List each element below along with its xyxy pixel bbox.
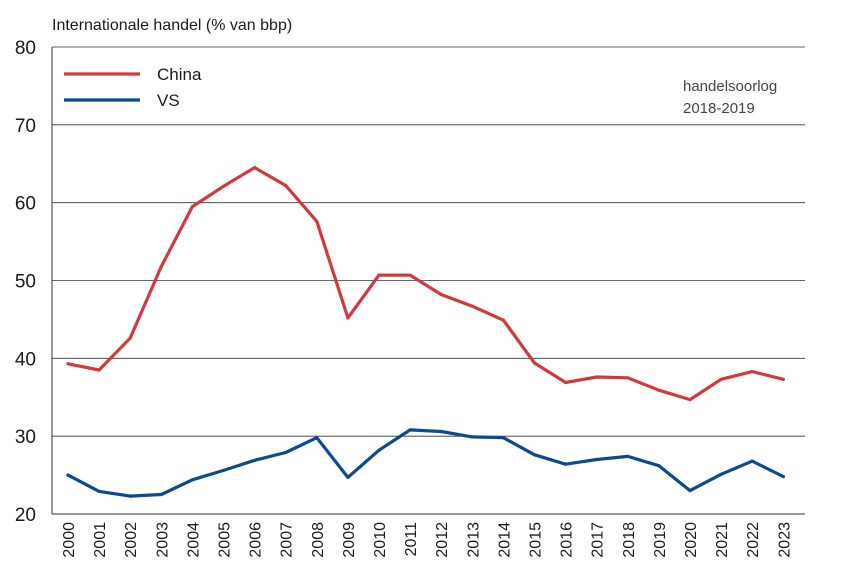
data-point-vs-2016 bbox=[564, 462, 568, 466]
x-tick-labels: 2000 2001 2002 2003 2004 2005 2006 2007 2008 2009… bbox=[61, 522, 793, 558]
data-point-vs-2000 bbox=[66, 473, 70, 477]
legend: China VS bbox=[64, 65, 202, 110]
x-tick-label: 2012 bbox=[434, 522, 451, 558]
data-point-china-2008 bbox=[315, 219, 319, 223]
data-point-vs-2004 bbox=[190, 478, 194, 482]
data-point-vs-2002 bbox=[128, 494, 132, 498]
annotation-trade-war: handelsoorlog 2018-2019 bbox=[683, 78, 777, 117]
x-tick-label: 2006 bbox=[248, 522, 265, 558]
data-point-vs-2009 bbox=[346, 475, 350, 480]
x-tick-label: 2019 bbox=[652, 522, 669, 558]
data-point-china-2011 bbox=[408, 273, 412, 277]
series-line-vs bbox=[66, 428, 785, 498]
x-tick-label: 2002 bbox=[123, 522, 140, 558]
data-point-china-2014 bbox=[501, 318, 505, 322]
y-tick-label: 30 bbox=[15, 427, 36, 448]
data-point-china-2017 bbox=[595, 375, 599, 379]
x-tick-label: 2017 bbox=[590, 522, 607, 558]
y-tick-labels: 20 30 40 50 60 70 80 bbox=[15, 38, 36, 526]
x-tick-label: 2016 bbox=[559, 522, 576, 558]
data-point-china-2004 bbox=[190, 204, 194, 209]
gridlines bbox=[51, 46, 805, 515]
x-tick-label: 2003 bbox=[154, 522, 171, 558]
annotation-line-1: handelsoorlog bbox=[683, 78, 777, 95]
data-point-china-2022 bbox=[750, 369, 754, 374]
data-point-china-2015 bbox=[532, 361, 537, 365]
data-point-vs-2013 bbox=[470, 435, 474, 439]
data-point-vs-2012 bbox=[439, 429, 443, 434]
data-point-china-2000 bbox=[66, 362, 70, 366]
data-point-vs-2006 bbox=[253, 458, 257, 462]
y-tick-label: 70 bbox=[15, 116, 36, 137]
x-tick-label: 2010 bbox=[372, 522, 389, 558]
data-point-china-2010 bbox=[377, 273, 381, 277]
y-tick-label: 40 bbox=[15, 349, 36, 370]
data-point-vs-2008 bbox=[315, 436, 319, 440]
data-point-vs-2015 bbox=[532, 453, 537, 457]
x-tick-label: 2008 bbox=[310, 522, 327, 558]
x-tick-label: 2015 bbox=[528, 522, 545, 558]
data-point-china-2001 bbox=[97, 368, 101, 372]
annotation-line-2: 2018-2019 bbox=[683, 100, 755, 117]
data-point-vs-2001 bbox=[97, 489, 101, 494]
legend-label-vs: VS bbox=[157, 91, 180, 110]
x-tick-label: 2023 bbox=[776, 522, 793, 558]
y-axis-title: Internationale handel (% van bbp) bbox=[52, 17, 292, 34]
data-point-vs-2023 bbox=[781, 475, 785, 479]
x-tick-label: 2005 bbox=[217, 522, 234, 558]
x-tick-label: 2011 bbox=[403, 522, 420, 557]
x-tick-label: 2020 bbox=[683, 522, 700, 558]
data-point-china-2020 bbox=[688, 397, 692, 402]
data-point-china-2019 bbox=[657, 388, 661, 392]
x-tick-label: 2004 bbox=[185, 522, 202, 558]
data-point-china-2018 bbox=[626, 376, 630, 380]
x-tick-label: 2007 bbox=[279, 522, 296, 558]
data-point-china-2013 bbox=[470, 304, 474, 308]
x-tick-label: 2000 bbox=[61, 522, 78, 558]
data-point-vs-2021 bbox=[719, 472, 723, 476]
y-tick-label: 80 bbox=[15, 38, 36, 59]
y-tick-label: 50 bbox=[15, 272, 36, 293]
data-point-china-2023 bbox=[781, 377, 785, 381]
x-tick-label: 2001 bbox=[92, 522, 109, 558]
y-tick-label: 60 bbox=[15, 194, 36, 215]
x-tick-label: 2018 bbox=[621, 522, 638, 558]
data-point-china-2002 bbox=[128, 336, 132, 340]
data-point-vs-2022 bbox=[750, 459, 754, 463]
data-point-vs-2020 bbox=[688, 489, 692, 493]
x-tick-label: 2022 bbox=[745, 522, 762, 558]
data-point-vs-2018 bbox=[626, 454, 630, 459]
data-point-china-2009 bbox=[346, 316, 350, 320]
data-point-vs-2014 bbox=[501, 436, 505, 440]
x-tick-label: 2014 bbox=[496, 522, 513, 558]
data-point-vs-2003 bbox=[159, 492, 163, 497]
data-point-vs-2011 bbox=[408, 428, 412, 432]
data-point-china-2021 bbox=[719, 377, 723, 381]
data-point-china-2005 bbox=[221, 184, 226, 188]
data-point-china-2007 bbox=[284, 183, 288, 188]
data-point-china-2006 bbox=[253, 166, 257, 170]
x-tick-label: 2013 bbox=[465, 522, 482, 558]
x-tick-label: 2021 bbox=[714, 522, 731, 558]
y-tick-label: 20 bbox=[15, 505, 36, 526]
data-point-vs-2005 bbox=[221, 468, 226, 473]
data-point-vs-2017 bbox=[595, 457, 599, 462]
data-point-vs-2010 bbox=[377, 448, 381, 452]
x-tick-label: 2009 bbox=[341, 522, 358, 558]
data-point-china-2012 bbox=[439, 292, 443, 297]
data-point-china-2003 bbox=[159, 264, 163, 269]
series-lines bbox=[66, 166, 785, 498]
data-point-china-2016 bbox=[564, 380, 568, 385]
data-point-vs-2019 bbox=[657, 464, 661, 468]
legend-label-china: China bbox=[157, 65, 202, 84]
series-line-china bbox=[66, 166, 785, 402]
data-point-vs-2007 bbox=[284, 450, 288, 455]
